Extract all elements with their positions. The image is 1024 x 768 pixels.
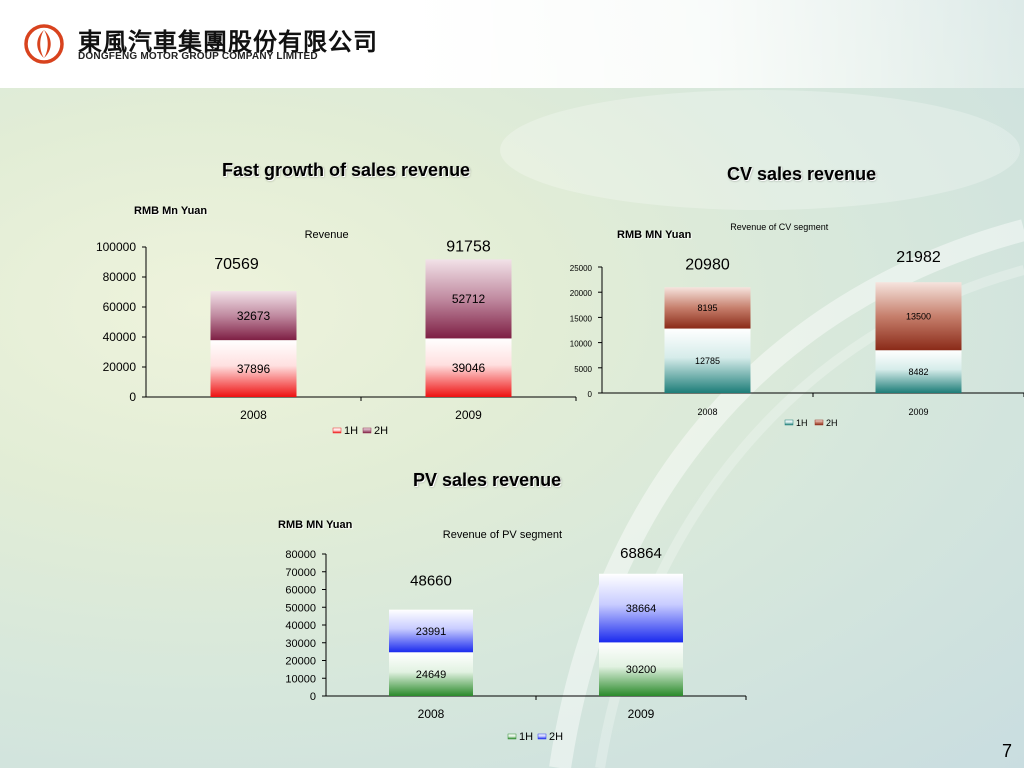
bar-1h <box>389 652 473 696</box>
bar-1h <box>210 340 297 397</box>
chart-unit-label: RMB MN Yuan <box>617 229 692 241</box>
bar-1h <box>875 350 962 393</box>
y-tick-label: 40000 <box>103 330 137 344</box>
legend-swatch-2h <box>362 427 372 434</box>
page-number: 7 <box>1001 741 1012 761</box>
data-label-1h: 12785 <box>695 356 720 366</box>
y-tick-label: 15000 <box>570 314 593 323</box>
data-label-1h: 24649 <box>416 669 447 681</box>
pv-revenue-chart: Revenue of PV segment 0 10000 20000 30000 400… <box>285 529 747 743</box>
data-label-2h: 8195 <box>697 303 717 313</box>
legend-label-1h: 1H <box>519 731 533 743</box>
x-tick-label: 2008 <box>418 707 445 721</box>
chart-title: Revenue of CV segment <box>730 222 829 232</box>
legend-swatch-2h <box>537 733 547 740</box>
x-tick-label: 2009 <box>628 707 655 721</box>
y-tick-label: 60000 <box>285 585 316 597</box>
chart-unit-label: RMB Mn Yuan <box>134 205 208 217</box>
chart-heading-pv-revenue: PV sales revenue <box>413 470 562 490</box>
data-label-2h: 13500 <box>906 311 931 321</box>
bar-2h <box>599 573 683 643</box>
y-tick-label: 60000 <box>103 300 137 314</box>
chart-unit-label: RMB MN Yuan <box>278 519 353 531</box>
y-tick-label: 40000 <box>285 620 316 632</box>
bar-2h <box>389 609 473 653</box>
total-label: 21982 <box>896 249 941 266</box>
chart-title: Revenue of PV segment <box>443 529 562 541</box>
legend-label-1h: 1H <box>796 418 808 428</box>
data-label-2h: 23991 <box>416 626 447 638</box>
x-tick-label: 2009 <box>455 408 482 422</box>
x-tick-label: 2009 <box>908 407 928 417</box>
legend-swatch-1h <box>507 733 517 740</box>
data-label-1h: 39046 <box>452 361 486 375</box>
data-label-1h: 8482 <box>908 367 928 377</box>
x-tick-label: 2008 <box>240 408 267 422</box>
company-name-english: DONGFENG MOTOR GROUP COMPANY LIMITED <box>78 51 318 62</box>
legend-label-1h: 1H <box>344 425 358 437</box>
y-tick-label: 20000 <box>285 656 316 668</box>
total-label: 20980 <box>685 256 730 273</box>
x-tick-label: 2008 <box>697 407 717 417</box>
data-label-1h: 37896 <box>237 362 271 376</box>
y-tick-label: 50000 <box>285 602 316 614</box>
y-tick-label: 5000 <box>574 365 592 374</box>
cv-revenue-chart: Revenue of CV segment 0 5000 10000 15000 2000… <box>570 222 1024 428</box>
y-tick-label: 20000 <box>103 360 137 374</box>
y-tick-label: 25000 <box>570 264 593 273</box>
total-label: 68864 <box>620 545 662 562</box>
total-label: 70569 <box>214 256 259 273</box>
y-tick-label: 0 <box>310 691 316 703</box>
bar-1h <box>425 338 512 397</box>
total-label: 48660 <box>410 573 452 590</box>
legend-label-2h: 2H <box>549 731 563 743</box>
bar-2h <box>875 282 962 351</box>
y-tick-label: 10000 <box>285 673 316 685</box>
dongfeng-logo-icon <box>24 24 64 64</box>
bar-2h <box>425 259 512 339</box>
header-banner: 東風汽車集團股份有限公司 DONGFENG MOTOR GROUP COMPAN… <box>0 0 1024 88</box>
y-tick-label: 80000 <box>103 270 137 284</box>
total-label: 91758 <box>446 238 491 255</box>
chart-heading-cv-revenue: CV sales revenue <box>727 164 877 184</box>
y-tick-label: 30000 <box>285 638 316 650</box>
y-tick-label: 70000 <box>285 567 316 579</box>
data-label-1h: 30200 <box>626 664 657 676</box>
legend-swatch-1h <box>784 419 794 426</box>
legend-swatch-2h <box>814 419 824 426</box>
legend-label-2h: 2H <box>374 425 388 437</box>
data-label-2h: 38664 <box>626 603 657 615</box>
y-tick-label: 10000 <box>570 340 593 349</box>
y-tick-label: 0 <box>588 390 593 399</box>
bar-2h <box>210 291 297 341</box>
y-tick-label: 0 <box>129 390 136 404</box>
bar-2h <box>664 287 751 329</box>
data-label-2h: 52712 <box>452 292 486 306</box>
chart-heading-sales-revenue: Fast growth of sales revenue <box>222 160 471 180</box>
bar-1h <box>664 328 751 393</box>
y-tick-label: 100000 <box>96 240 136 254</box>
company-name-chinese: 東風汽車集團股份有限公司 <box>78 28 378 56</box>
chart-title: Revenue <box>305 229 349 241</box>
y-tick-label: 80000 <box>285 549 316 561</box>
bar-1h <box>599 642 683 696</box>
legend-swatch-1h <box>332 427 342 434</box>
revenue-chart: Revenue 0 20000 40000 60000 80000 100000 37896 3… <box>96 229 577 437</box>
legend-label-2h: 2H <box>826 418 838 428</box>
data-label-2h: 32673 <box>237 309 271 323</box>
y-tick-label: 20000 <box>570 289 593 298</box>
